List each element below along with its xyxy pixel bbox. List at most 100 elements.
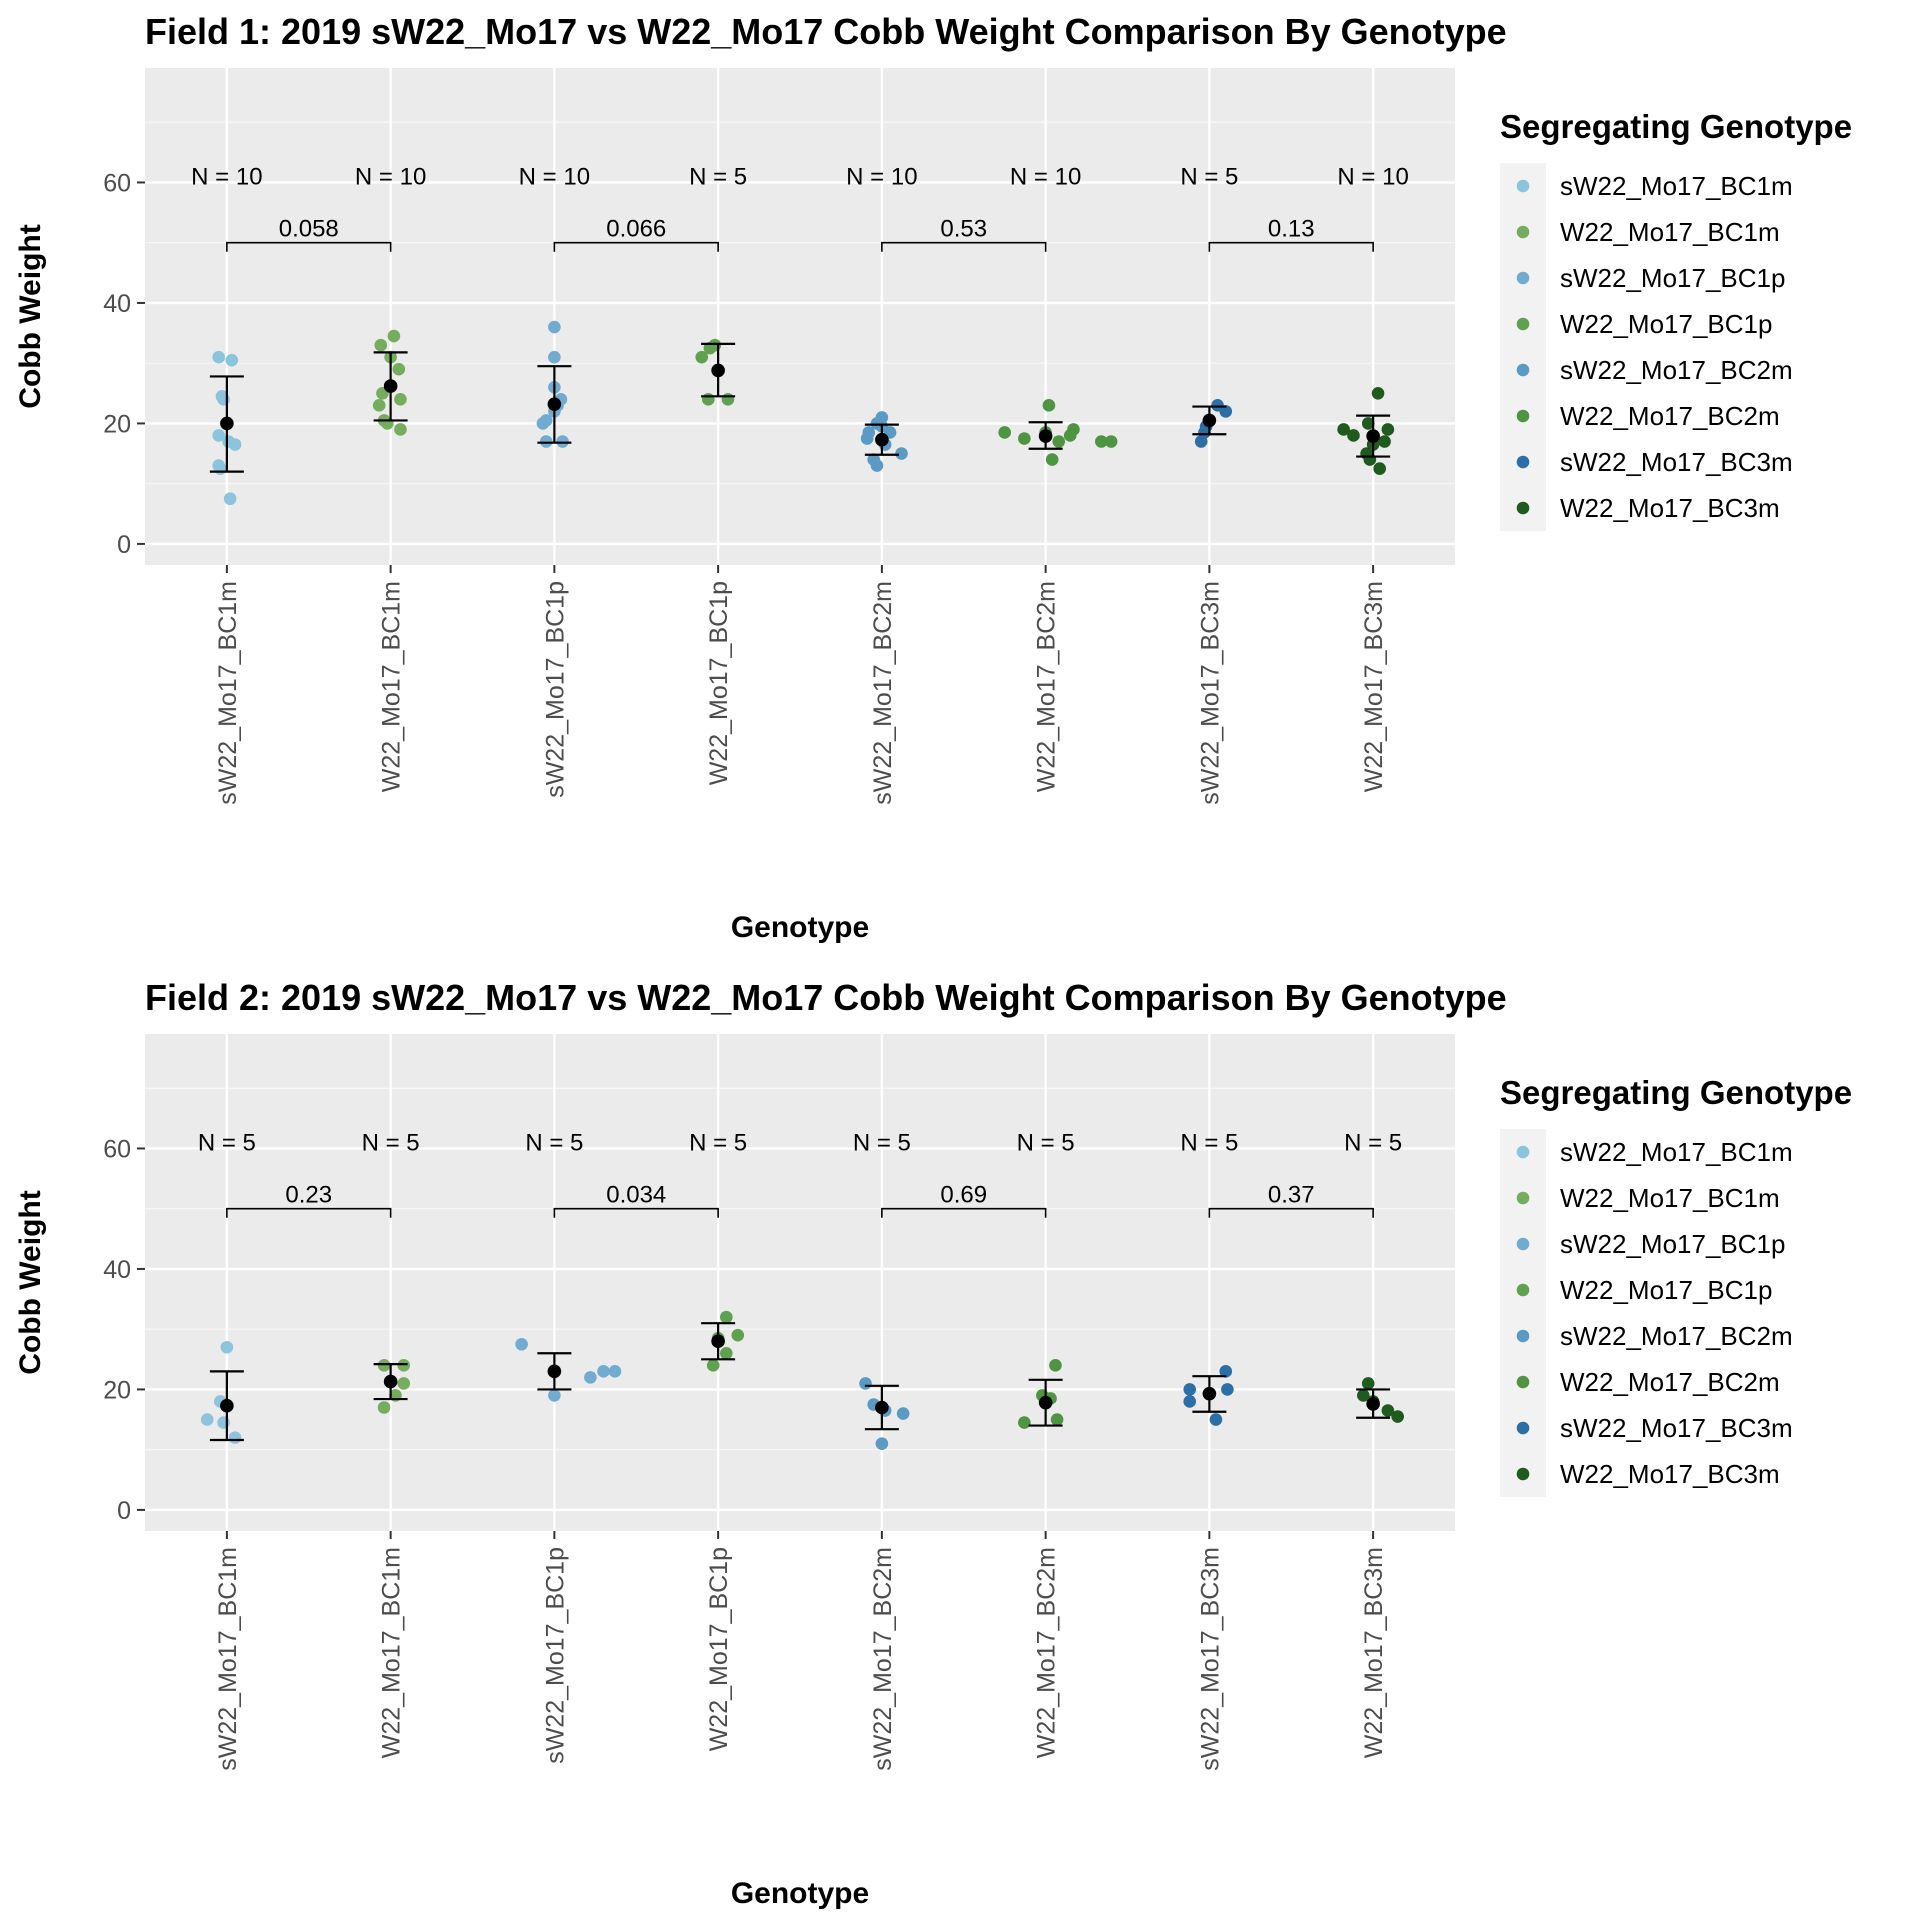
legend-label: W22_Mo17_BC2m: [1560, 401, 1780, 431]
data-point: [1371, 387, 1385, 400]
n-label: N = 10: [1010, 163, 1081, 190]
y-tick-label: 40: [103, 290, 131, 318]
comparison-bracket: [881, 1207, 1047, 1218]
data-point: [998, 426, 1011, 439]
legend-title: Segregating Genotype: [1500, 1074, 1852, 1111]
data-point: [539, 435, 553, 448]
data-point: [1018, 1416, 1031, 1429]
data-point: [1219, 1365, 1233, 1378]
x-tick-label: sW22_Mo17_BC3m: [1196, 1547, 1224, 1771]
n-label: N = 5: [689, 1129, 747, 1156]
mean-point: [711, 1334, 725, 1349]
legend-label: sW22_Mo17_BC2m: [1560, 1321, 1793, 1351]
data-point: [1052, 435, 1066, 448]
x-tick-label: W22_Mo17_BC3m: [1360, 1547, 1388, 1758]
comparison-bracket: [226, 1207, 392, 1218]
n-label: N = 10: [191, 163, 262, 190]
x-tick-label: W22_Mo17_BC2m: [1033, 581, 1061, 792]
data-point: [1045, 453, 1059, 466]
data-point: [397, 1377, 411, 1390]
mean-point: [383, 379, 398, 393]
legend-key: [1516, 1191, 1530, 1205]
chart-title: Field 2: 2019 sW22_Mo17 vs W22_Mo17 Cobb…: [145, 977, 1507, 1018]
data-point: [1381, 423, 1395, 436]
data-point: [381, 417, 394, 430]
x-tick-label: sW22_Mo17_BC1m: [214, 1547, 242, 1771]
x-axis-title: Genotype: [731, 1877, 869, 1910]
legend-label: sW22_Mo17_BC2m: [1560, 355, 1793, 385]
plot-background: [145, 68, 1455, 565]
data-point: [556, 435, 569, 448]
legend-key: [1516, 1375, 1530, 1389]
legend-key: [1516, 1467, 1530, 1481]
legend-title: Segregating Genotype: [1500, 108, 1852, 145]
data-point: [1357, 1389, 1370, 1402]
legend-key: [1516, 1145, 1530, 1159]
legend-key: [1516, 317, 1530, 331]
data-point: [860, 432, 874, 445]
mean-point: [711, 363, 725, 378]
data-point: [1198, 426, 1211, 439]
legend-key: [1516, 179, 1530, 193]
data-point: [214, 462, 227, 475]
n-label: N = 5: [198, 1129, 256, 1156]
data-point: [372, 399, 386, 412]
n-label: N = 10: [1337, 163, 1408, 190]
data-point: [1363, 453, 1377, 466]
data-point: [548, 350, 561, 364]
data-point: [225, 353, 239, 367]
comparison-bracket: [1208, 1207, 1374, 1218]
mean-point: [875, 432, 889, 447]
n-label: N = 10: [846, 163, 917, 190]
data-point: [377, 1401, 391, 1414]
data-point: [721, 393, 735, 406]
data-point: [536, 417, 550, 430]
legend-key: [1516, 501, 1530, 515]
legend-label: sW22_Mo17_BC1m: [1560, 1137, 1793, 1167]
data-point: [720, 1346, 733, 1360]
legend-key: [1516, 1329, 1530, 1343]
p-value-label: 0.69: [940, 1182, 987, 1209]
data-point: [394, 393, 407, 406]
p-value-label: 0.23: [285, 1182, 332, 1209]
legend: Segregating Genotype sW22_Mo17_BC1m W22_Mo…: [1500, 108, 1852, 531]
data-point: [548, 1389, 561, 1402]
legend-label: W22_Mo17_BC1p: [1560, 309, 1772, 339]
legend-label: W22_Mo17_BC1m: [1560, 1183, 1780, 1213]
data-point: [397, 1359, 411, 1372]
data-point: [1337, 423, 1350, 436]
data-point: [1381, 1404, 1395, 1417]
data-point: [1219, 405, 1233, 418]
data-point: [212, 350, 225, 364]
data-point: [1050, 1413, 1064, 1426]
data-point: [1361, 1377, 1375, 1390]
n-label: N = 10: [355, 163, 426, 190]
legend-key: [1516, 225, 1530, 239]
data-point: [1391, 1410, 1404, 1423]
data-point: [870, 459, 884, 472]
comparison-bracket: [553, 241, 719, 252]
mean-point: [875, 1400, 889, 1415]
data-point: [695, 350, 709, 364]
x-tick-label: sW22_Mo17_BC1m: [214, 581, 242, 805]
data-point: [859, 1377, 872, 1390]
legend-key: [1516, 271, 1530, 285]
legend-label: W22_Mo17_BC2m: [1560, 1367, 1780, 1397]
data-point: [394, 423, 407, 436]
x-tick-label: W22_Mo17_BC1p: [705, 581, 733, 785]
data-point: [1042, 399, 1056, 412]
data-point: [1095, 435, 1108, 448]
legend-label: W22_Mo17_BC1m: [1560, 217, 1780, 247]
mean-point: [1366, 429, 1380, 443]
data-point: [708, 338, 722, 352]
mean-point: [1202, 1386, 1217, 1401]
data-point: [731, 1328, 745, 1342]
mean-point: [383, 1374, 398, 1389]
n-label: N = 5: [1344, 1129, 1402, 1156]
legend-key: [1516, 409, 1530, 423]
y-axis-title: Cobb Weight: [14, 224, 47, 408]
data-point: [374, 338, 388, 352]
p-value-label: 0.034: [606, 1182, 666, 1209]
data-point: [875, 1437, 889, 1450]
data-point: [200, 1413, 214, 1426]
